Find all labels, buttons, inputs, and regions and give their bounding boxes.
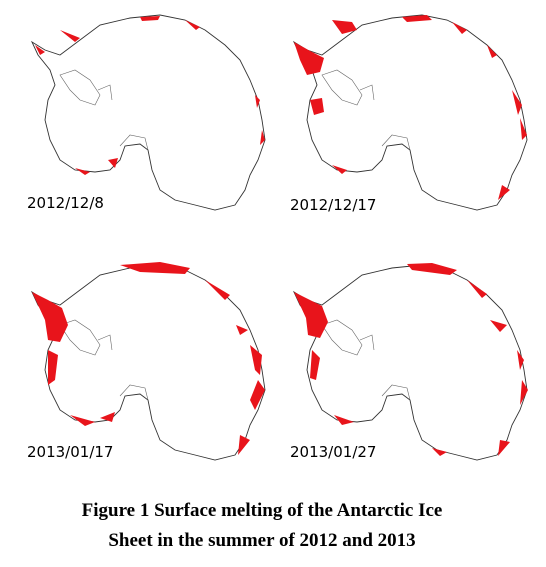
panel-label: 2012/12/8 bbox=[27, 194, 104, 212]
panel-label: 2013/01/27 bbox=[290, 443, 376, 461]
panel-label: 2013/01/17 bbox=[27, 443, 113, 461]
caption-line: Figure 1 Surface melting of the Antarcti… bbox=[82, 500, 443, 521]
panel-label: 2012/12/17 bbox=[290, 196, 376, 214]
map-panel: 2013/01/27 bbox=[290, 263, 528, 461]
map-panel: 2013/01/17 bbox=[27, 262, 266, 461]
caption-line: Sheet in the summer of 2012 and 2013 bbox=[108, 530, 415, 551]
map-panel: 2012/12/8 bbox=[27, 14, 266, 212]
map-panel: 2012/12/17 bbox=[290, 14, 528, 214]
